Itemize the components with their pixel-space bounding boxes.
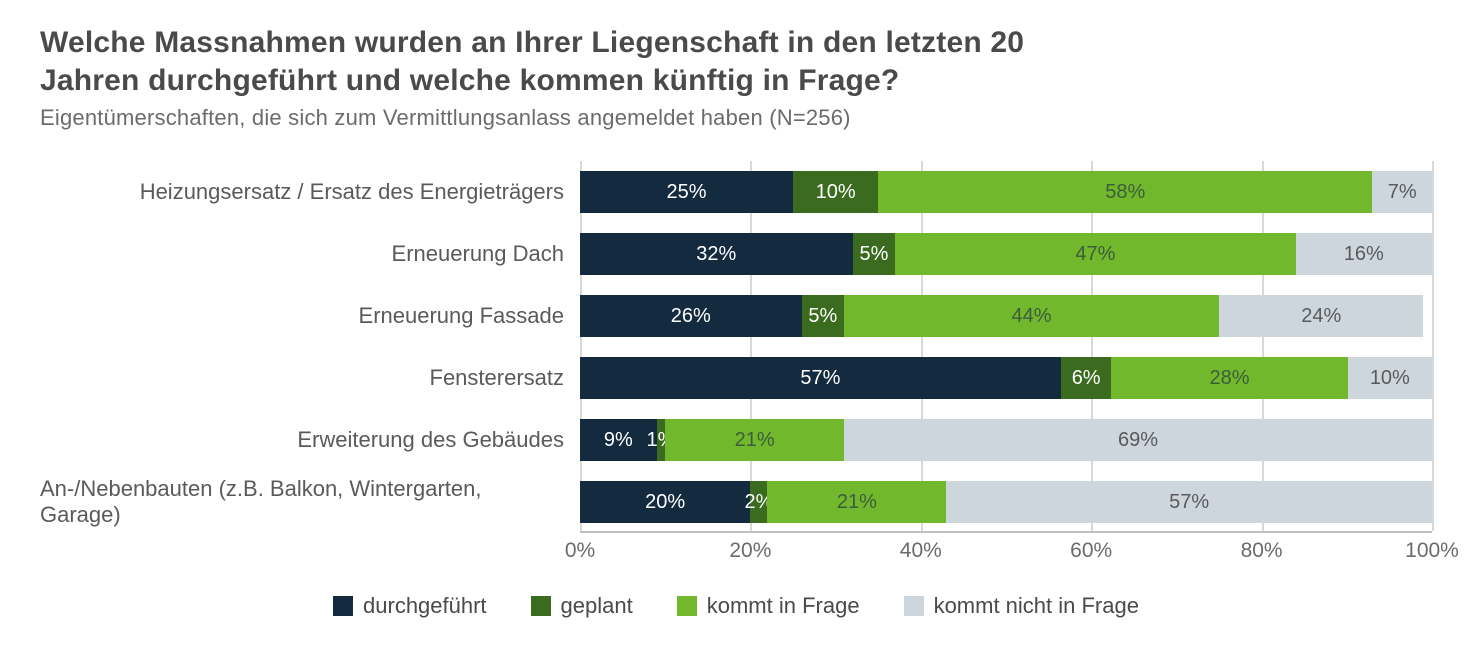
bar-segment-value: 21% bbox=[735, 429, 775, 452]
stacked-bar-chart: Heizungsersatz / Ersatz des Energieträge… bbox=[40, 161, 1432, 575]
bar-segment-value: 58% bbox=[1105, 181, 1145, 204]
stacked-bar: 9% 1% 21% 69% bbox=[580, 419, 1432, 461]
bar-segment-value: 9% bbox=[604, 429, 633, 452]
bar-segment-value: 20% bbox=[645, 491, 685, 514]
bar-segment-durchgefuehrt: 32% bbox=[580, 233, 853, 275]
bar-segment-kommt_in_frage: 47% bbox=[895, 233, 1295, 275]
y-axis-labels: Heizungsersatz / Ersatz des Energieträge… bbox=[40, 161, 580, 575]
y-axis-label: Erneuerung Dach bbox=[40, 223, 580, 285]
bar-segment-geplant: 1% bbox=[657, 419, 666, 461]
bar-segment-durchgefuehrt: 57% bbox=[580, 357, 1061, 399]
bar-segment-value: 6% bbox=[1072, 367, 1101, 390]
bar-row: 25% 10% 58% 7% bbox=[580, 161, 1432, 223]
bar-segment-kommt_nicht_in_frage: 7% bbox=[1372, 171, 1432, 213]
bar-segment-value: 44% bbox=[1012, 305, 1052, 328]
bar-segment-kommt_in_frage: 58% bbox=[878, 171, 1372, 213]
legend-label: kommt in Frage bbox=[707, 593, 860, 619]
bars-container: 25% 10% 58% 7% 32% 5% 47% 16% 26% 5% 44% 24% 57% 6% 28… bbox=[580, 161, 1432, 533]
bar-segment-value: 25% bbox=[666, 181, 706, 204]
bar-segment-kommt_nicht_in_frage: 16% bbox=[1296, 233, 1432, 275]
bar-segment-kommt_in_frage: 28% bbox=[1111, 357, 1347, 399]
stacked-bar: 20% 2% 21% 57% bbox=[580, 481, 1432, 523]
legend-swatch bbox=[904, 596, 924, 616]
title-line-1: Welche Massnahmen wurden an Ihrer Liegen… bbox=[40, 26, 1024, 59]
bar-row: 32% 5% 47% 16% bbox=[580, 223, 1432, 285]
bar-segment-value: 24% bbox=[1301, 305, 1341, 328]
chart-subtitle: Eigentümerschaften, die sich zum Vermitt… bbox=[40, 105, 1432, 131]
bar-segment-durchgefuehrt: 26% bbox=[580, 295, 802, 337]
bar-segment-geplant: 5% bbox=[853, 233, 896, 275]
x-axis-tick: 40% bbox=[900, 539, 942, 563]
bar-segment-kommt_nicht_in_frage: 10% bbox=[1348, 357, 1432, 399]
stacked-bar: 32% 5% 47% 16% bbox=[580, 233, 1432, 275]
bar-segment-value: 10% bbox=[816, 181, 856, 204]
legend-swatch bbox=[333, 596, 353, 616]
bar-segment-durchgefuehrt: 9% bbox=[580, 419, 657, 461]
y-axis-label: Heizungsersatz / Ersatz des Energieträge… bbox=[40, 161, 580, 223]
x-axis-tick: 100% bbox=[1405, 539, 1459, 563]
bar-segment-geplant: 5% bbox=[802, 295, 845, 337]
x-axis-tick: 80% bbox=[1241, 539, 1283, 563]
bar-segment-value: 57% bbox=[1169, 491, 1209, 514]
bar-segment-kommt_nicht_in_frage: 24% bbox=[1219, 295, 1423, 337]
legend-item-kommt_in_frage: kommt in Frage bbox=[677, 593, 860, 619]
x-axis-tick: 60% bbox=[1070, 539, 1112, 563]
bar-segment-geplant: 2% bbox=[750, 481, 767, 523]
bar-segment-geplant: 6% bbox=[1061, 357, 1112, 399]
legend-swatch bbox=[677, 596, 697, 616]
stacked-bar: 26% 5% 44% 24% bbox=[580, 295, 1432, 337]
bar-segment-kommt_in_frage: 21% bbox=[767, 481, 946, 523]
bar-segment-value: 69% bbox=[1118, 429, 1158, 452]
bar-segment-value: 10% bbox=[1370, 367, 1410, 390]
bar-segment-value: 7% bbox=[1388, 181, 1417, 204]
bar-segment-value: 5% bbox=[808, 305, 837, 328]
bar-row: 26% 5% 44% 24% bbox=[580, 285, 1432, 347]
legend-swatch bbox=[531, 596, 551, 616]
legend-item-durchgefuehrt: durchgeführt bbox=[333, 593, 487, 619]
legend-label: durchgeführt bbox=[363, 593, 487, 619]
bar-segment-value: 26% bbox=[671, 305, 711, 328]
plot-area: 25% 10% 58% 7% 32% 5% 47% 16% 26% 5% 44% 24% 57% 6% 28… bbox=[580, 161, 1432, 575]
bar-segment-durchgefuehrt: 20% bbox=[580, 481, 750, 523]
y-axis-label: Fensterersatz bbox=[40, 347, 580, 409]
bar-segment-value: 5% bbox=[859, 243, 888, 266]
legend: durchgeführt geplant kommt in Frage kommt n… bbox=[40, 593, 1432, 619]
bar-segment-value: 32% bbox=[696, 243, 736, 266]
legend-item-kommt_nicht_in_frage: kommt nicht in Frage bbox=[904, 593, 1139, 619]
x-axis-tick: 0% bbox=[565, 539, 595, 563]
y-axis-label: Erneuerung Fassade bbox=[40, 285, 580, 347]
x-axis: 0%20%40%60%80%100% bbox=[580, 539, 1432, 575]
plot: 25% 10% 58% 7% 32% 5% 47% 16% 26% 5% 44% 24% 57% 6% 28… bbox=[580, 161, 1432, 533]
chart-title: Welche Massnahmen wurden an Ihrer Liegen… bbox=[40, 24, 1432, 99]
bar-segment-kommt_in_frage: 44% bbox=[844, 295, 1219, 337]
bar-segment-kommt_nicht_in_frage: 69% bbox=[844, 419, 1432, 461]
x-axis-tick: 20% bbox=[729, 539, 771, 563]
bar-segment-value: 57% bbox=[800, 367, 840, 390]
legend-label: geplant bbox=[561, 593, 633, 619]
stacked-bar: 25% 10% 58% 7% bbox=[580, 171, 1432, 213]
bar-row: 57% 6% 28% 10% bbox=[580, 347, 1432, 409]
bar-segment-value: 47% bbox=[1075, 243, 1115, 266]
stacked-bar: 57% 6% 28% 10% bbox=[580, 357, 1432, 399]
bar-segment-kommt_in_frage: 21% bbox=[665, 419, 844, 461]
bar-segment-value: 21% bbox=[837, 491, 877, 514]
y-axis-label: An-/Nebenbauten (z.B. Balkon, Wintergart… bbox=[40, 471, 580, 533]
bar-row: 9% 1% 21% 69% bbox=[580, 409, 1432, 471]
title-line-2: Jahren durchgeführt und welche kommen kü… bbox=[40, 64, 899, 97]
bar-segment-value: 28% bbox=[1210, 367, 1250, 390]
bar-segment-kommt_nicht_in_frage: 57% bbox=[946, 481, 1432, 523]
bar-segment-durchgefuehrt: 25% bbox=[580, 171, 793, 213]
legend-label: kommt nicht in Frage bbox=[934, 593, 1139, 619]
bar-segment-value: 16% bbox=[1344, 243, 1384, 266]
y-axis-label: Erweiterung des Gebäudes bbox=[40, 409, 580, 471]
gridline bbox=[1432, 161, 1434, 531]
bar-segment-geplant: 10% bbox=[793, 171, 878, 213]
legend-item-geplant: geplant bbox=[531, 593, 633, 619]
bar-row: 20% 2% 21% 57% bbox=[580, 471, 1432, 533]
